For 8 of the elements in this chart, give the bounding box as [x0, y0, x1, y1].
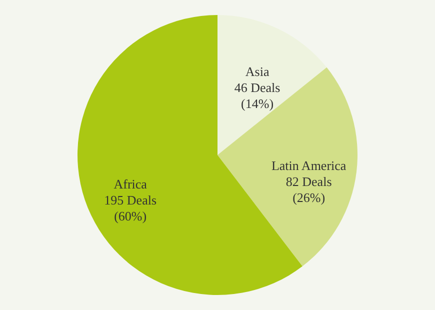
slice-label: Latin America [271, 158, 346, 174]
pie-slice [218, 67, 358, 266]
slice-label: Asia [245, 64, 270, 80]
slice-label: Africa [114, 176, 148, 192]
data-label: 195 Deals (60%) [104, 192, 157, 224]
data-label: 82 Deals (26%) [286, 174, 332, 206]
data-label: 46 Deals (14%) [234, 80, 280, 112]
pie-slice [218, 15, 327, 155]
